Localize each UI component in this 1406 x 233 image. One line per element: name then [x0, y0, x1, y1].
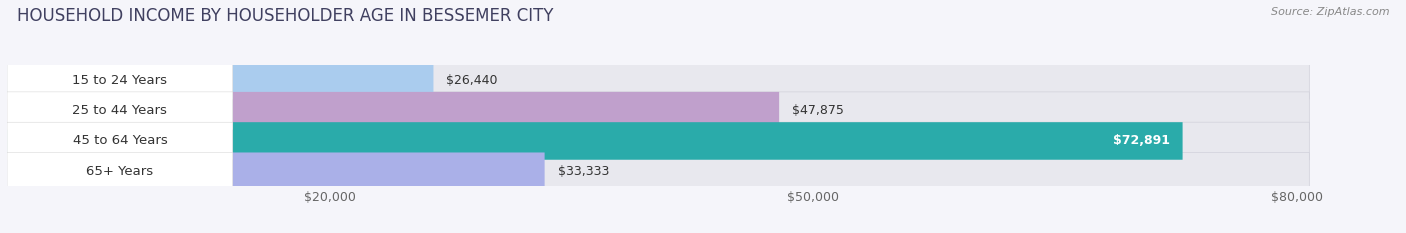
Text: 15 to 24 Years: 15 to 24 Years	[73, 74, 167, 87]
FancyBboxPatch shape	[7, 152, 233, 190]
FancyBboxPatch shape	[7, 152, 1309, 190]
FancyBboxPatch shape	[7, 152, 544, 190]
FancyBboxPatch shape	[7, 62, 1309, 99]
Text: 25 to 44 Years: 25 to 44 Years	[73, 104, 167, 117]
Text: HOUSEHOLD INCOME BY HOUSEHOLDER AGE IN BESSEMER CITY: HOUSEHOLD INCOME BY HOUSEHOLDER AGE IN B…	[17, 7, 554, 25]
Text: 65+ Years: 65+ Years	[86, 165, 153, 178]
Text: $26,440: $26,440	[446, 74, 498, 87]
FancyBboxPatch shape	[7, 92, 233, 130]
Text: Source: ZipAtlas.com: Source: ZipAtlas.com	[1271, 7, 1389, 17]
FancyBboxPatch shape	[7, 122, 233, 160]
FancyBboxPatch shape	[7, 62, 233, 99]
FancyBboxPatch shape	[7, 92, 1309, 130]
FancyBboxPatch shape	[7, 122, 1309, 160]
FancyBboxPatch shape	[7, 62, 433, 99]
FancyBboxPatch shape	[7, 122, 1182, 160]
Text: $47,875: $47,875	[792, 104, 844, 117]
FancyBboxPatch shape	[7, 92, 779, 130]
Text: $72,891: $72,891	[1112, 134, 1170, 147]
Text: $33,333: $33,333	[558, 165, 609, 178]
Text: 45 to 64 Years: 45 to 64 Years	[73, 134, 167, 147]
